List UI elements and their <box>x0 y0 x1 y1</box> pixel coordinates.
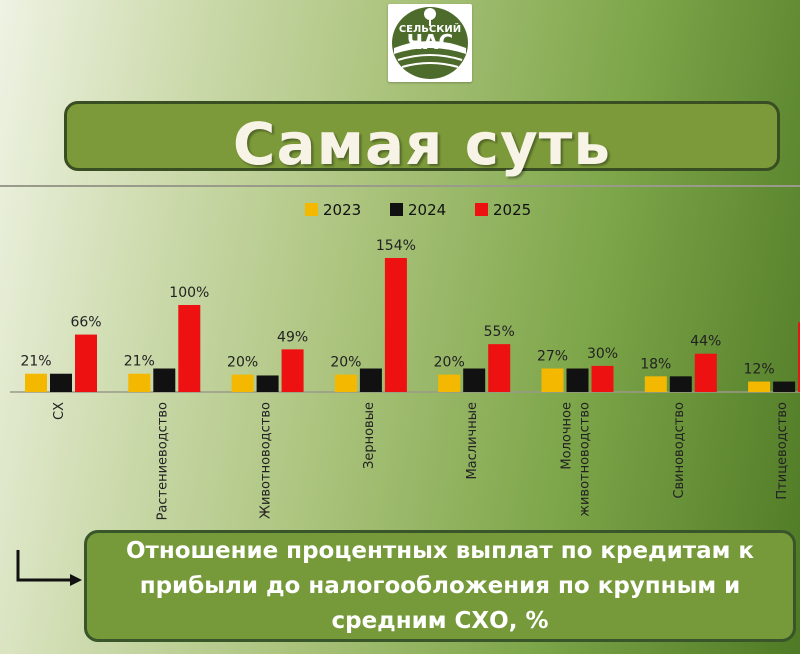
data-label-2023-6: 18% <box>640 356 671 372</box>
data-label-2023-1: 21% <box>124 354 155 370</box>
data-label-2025-1: 100% <box>169 285 209 301</box>
category-label-1: Растениеводство <box>155 402 170 520</box>
data-label-2023-7: 12% <box>744 362 775 378</box>
chart-caption: Отношение процентных выплат по кредитам … <box>125 537 755 634</box>
data-label-2023-4: 20% <box>434 355 465 371</box>
data-label-2025-0: 66% <box>70 315 101 331</box>
top-divider <box>0 185 800 187</box>
bar-chart: 2023 2024 2025 21% 66% СХ 21% 100% Растениеводст… <box>10 201 800 520</box>
category-label-5-0: Молочное <box>560 402 575 470</box>
bar-2025-5 <box>591 365 614 392</box>
legend-swatch-2023 <box>305 203 318 216</box>
bar-2025-4 <box>488 344 511 392</box>
category-label-6: Свиноводство <box>672 402 687 499</box>
category-label-0: СХ <box>52 402 67 420</box>
logo-line2: ЧАС <box>407 30 453 54</box>
bar-2025-7 <box>798 322 800 392</box>
bar-2023-1 <box>128 373 151 392</box>
data-label-2025-2: 49% <box>277 329 308 345</box>
bar-2025-1 <box>178 304 201 392</box>
category-label-3: Зерновые <box>362 402 377 469</box>
bar-2024-4 <box>463 368 486 392</box>
caption-box: Отношение процентных выплат по кредитам … <box>84 530 796 642</box>
logo: СЕЛЬСКИЙ ЧАС <box>388 4 472 82</box>
arrow-icon <box>16 550 82 586</box>
bar-2023-3 <box>334 374 357 392</box>
data-label-2025-6: 44% <box>690 334 721 350</box>
bar-2025-3 <box>384 258 407 392</box>
bar-2024-2 <box>256 375 279 392</box>
category-label-2: Животноводство <box>259 402 274 519</box>
bar-2024-6 <box>669 376 692 392</box>
data-label-2025-4: 55% <box>484 324 515 340</box>
data-label-2025-5: 30% <box>587 346 618 362</box>
bar-2024-1 <box>153 368 176 392</box>
category-label-4: Масличные <box>465 402 480 480</box>
category-label-7: Птицеводство <box>775 402 790 500</box>
legend-swatch-2024 <box>390 203 403 216</box>
legend-label-2024: 2024 <box>408 201 446 219</box>
title-banner: Самая суть <box>64 101 780 178</box>
bar-2025-0 <box>75 334 97 392</box>
bar-2023-7 <box>748 381 771 392</box>
bar-2024-7 <box>773 381 796 392</box>
page-title: Самая суть <box>232 110 612 178</box>
bar-2023-4 <box>438 374 461 392</box>
bar-2023-0 <box>25 373 47 392</box>
data-label-2023-5: 27% <box>537 349 568 365</box>
bar-2024-3 <box>359 368 382 392</box>
data-label-2023-2: 20% <box>227 355 258 371</box>
bar-2023-6 <box>644 376 667 392</box>
bar-2023-5 <box>541 368 564 392</box>
legend-swatch-2025 <box>475 203 488 216</box>
legend-label-2025: 2025 <box>493 201 531 219</box>
legend-label-2023: 2023 <box>323 201 361 219</box>
bar-2025-6 <box>694 353 717 392</box>
logo-line1: СЕЛЬСКИЙ <box>399 22 461 35</box>
data-label-2023-3: 20% <box>330 355 361 371</box>
bar-2024-5 <box>566 368 589 392</box>
bar-2023-2 <box>231 374 254 392</box>
data-label-2025-3: 154% <box>376 238 416 254</box>
bar-2025-2 <box>281 349 304 392</box>
bar-2024-0 <box>50 373 72 392</box>
category-label-5-1: животноводство <box>578 402 593 517</box>
data-label-2023-0: 21% <box>20 354 51 370</box>
